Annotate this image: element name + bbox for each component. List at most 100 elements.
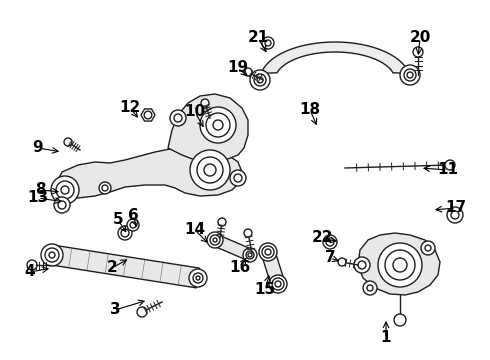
Text: 21: 21	[247, 31, 269, 45]
Circle shape	[99, 182, 111, 194]
Circle shape	[363, 281, 377, 295]
Circle shape	[323, 235, 337, 249]
Circle shape	[206, 113, 230, 137]
Polygon shape	[168, 94, 248, 162]
Circle shape	[41, 244, 63, 266]
Text: 13: 13	[27, 190, 49, 206]
Polygon shape	[261, 42, 409, 73]
Polygon shape	[55, 148, 242, 198]
Circle shape	[272, 278, 284, 290]
Circle shape	[385, 250, 415, 280]
Circle shape	[275, 281, 281, 287]
Circle shape	[207, 232, 223, 248]
Circle shape	[121, 229, 129, 237]
Text: 19: 19	[227, 60, 248, 76]
Circle shape	[193, 273, 203, 283]
Circle shape	[189, 269, 207, 287]
Circle shape	[56, 181, 74, 199]
Circle shape	[394, 314, 406, 326]
Circle shape	[170, 110, 186, 126]
Circle shape	[259, 243, 277, 261]
Text: 2: 2	[107, 261, 118, 275]
Text: 10: 10	[184, 104, 206, 120]
Circle shape	[64, 138, 72, 146]
Circle shape	[196, 276, 200, 280]
Text: 16: 16	[229, 261, 250, 275]
Circle shape	[254, 74, 266, 86]
Circle shape	[230, 170, 246, 186]
Circle shape	[265, 40, 271, 46]
Text: 7: 7	[325, 251, 335, 266]
Circle shape	[51, 176, 79, 204]
Circle shape	[262, 246, 274, 258]
Circle shape	[243, 248, 257, 262]
Circle shape	[45, 248, 59, 262]
Circle shape	[200, 107, 236, 143]
Text: 20: 20	[409, 31, 431, 45]
Circle shape	[190, 150, 230, 190]
Circle shape	[413, 47, 423, 57]
Circle shape	[61, 186, 69, 194]
Text: 22: 22	[311, 230, 333, 246]
Circle shape	[400, 65, 420, 85]
Circle shape	[213, 238, 217, 242]
Text: 12: 12	[120, 100, 141, 116]
Circle shape	[130, 222, 136, 228]
Text: 17: 17	[445, 201, 466, 216]
Polygon shape	[261, 250, 285, 286]
Text: 11: 11	[438, 162, 459, 177]
Circle shape	[421, 241, 435, 255]
Text: 14: 14	[184, 222, 206, 238]
Circle shape	[354, 257, 370, 273]
Circle shape	[367, 285, 373, 291]
Text: 1: 1	[381, 330, 391, 346]
Polygon shape	[358, 233, 440, 295]
Polygon shape	[50, 245, 199, 288]
Circle shape	[144, 111, 152, 119]
Circle shape	[250, 70, 270, 90]
Circle shape	[269, 275, 287, 293]
Circle shape	[265, 249, 271, 255]
Circle shape	[257, 77, 263, 83]
Text: 4: 4	[24, 265, 35, 279]
Text: 9: 9	[33, 140, 43, 156]
Circle shape	[174, 114, 182, 122]
Circle shape	[213, 120, 223, 130]
Circle shape	[197, 157, 223, 183]
Text: 6: 6	[127, 207, 138, 222]
Circle shape	[445, 160, 455, 170]
Circle shape	[244, 229, 252, 237]
Circle shape	[201, 99, 209, 107]
Circle shape	[447, 207, 463, 223]
Circle shape	[204, 164, 216, 176]
Circle shape	[338, 258, 346, 266]
Text: 5: 5	[113, 212, 123, 228]
Circle shape	[27, 260, 37, 270]
Circle shape	[210, 235, 220, 245]
Circle shape	[234, 174, 242, 182]
Text: 18: 18	[299, 103, 320, 117]
Circle shape	[404, 69, 416, 81]
Circle shape	[102, 185, 108, 191]
Circle shape	[358, 261, 366, 269]
Circle shape	[393, 258, 407, 272]
Circle shape	[425, 245, 431, 251]
Circle shape	[118, 226, 132, 240]
Circle shape	[262, 37, 274, 49]
Circle shape	[244, 68, 252, 76]
Circle shape	[54, 197, 70, 213]
Circle shape	[378, 243, 422, 287]
Circle shape	[137, 307, 147, 317]
Circle shape	[127, 219, 139, 231]
Text: 15: 15	[254, 283, 275, 297]
Circle shape	[58, 201, 66, 209]
Circle shape	[407, 72, 413, 78]
Polygon shape	[213, 234, 252, 261]
Circle shape	[326, 238, 334, 246]
Circle shape	[218, 218, 226, 226]
Circle shape	[451, 211, 459, 219]
Circle shape	[248, 253, 252, 257]
Text: 8: 8	[35, 183, 45, 198]
Circle shape	[49, 252, 55, 258]
Circle shape	[246, 251, 254, 259]
